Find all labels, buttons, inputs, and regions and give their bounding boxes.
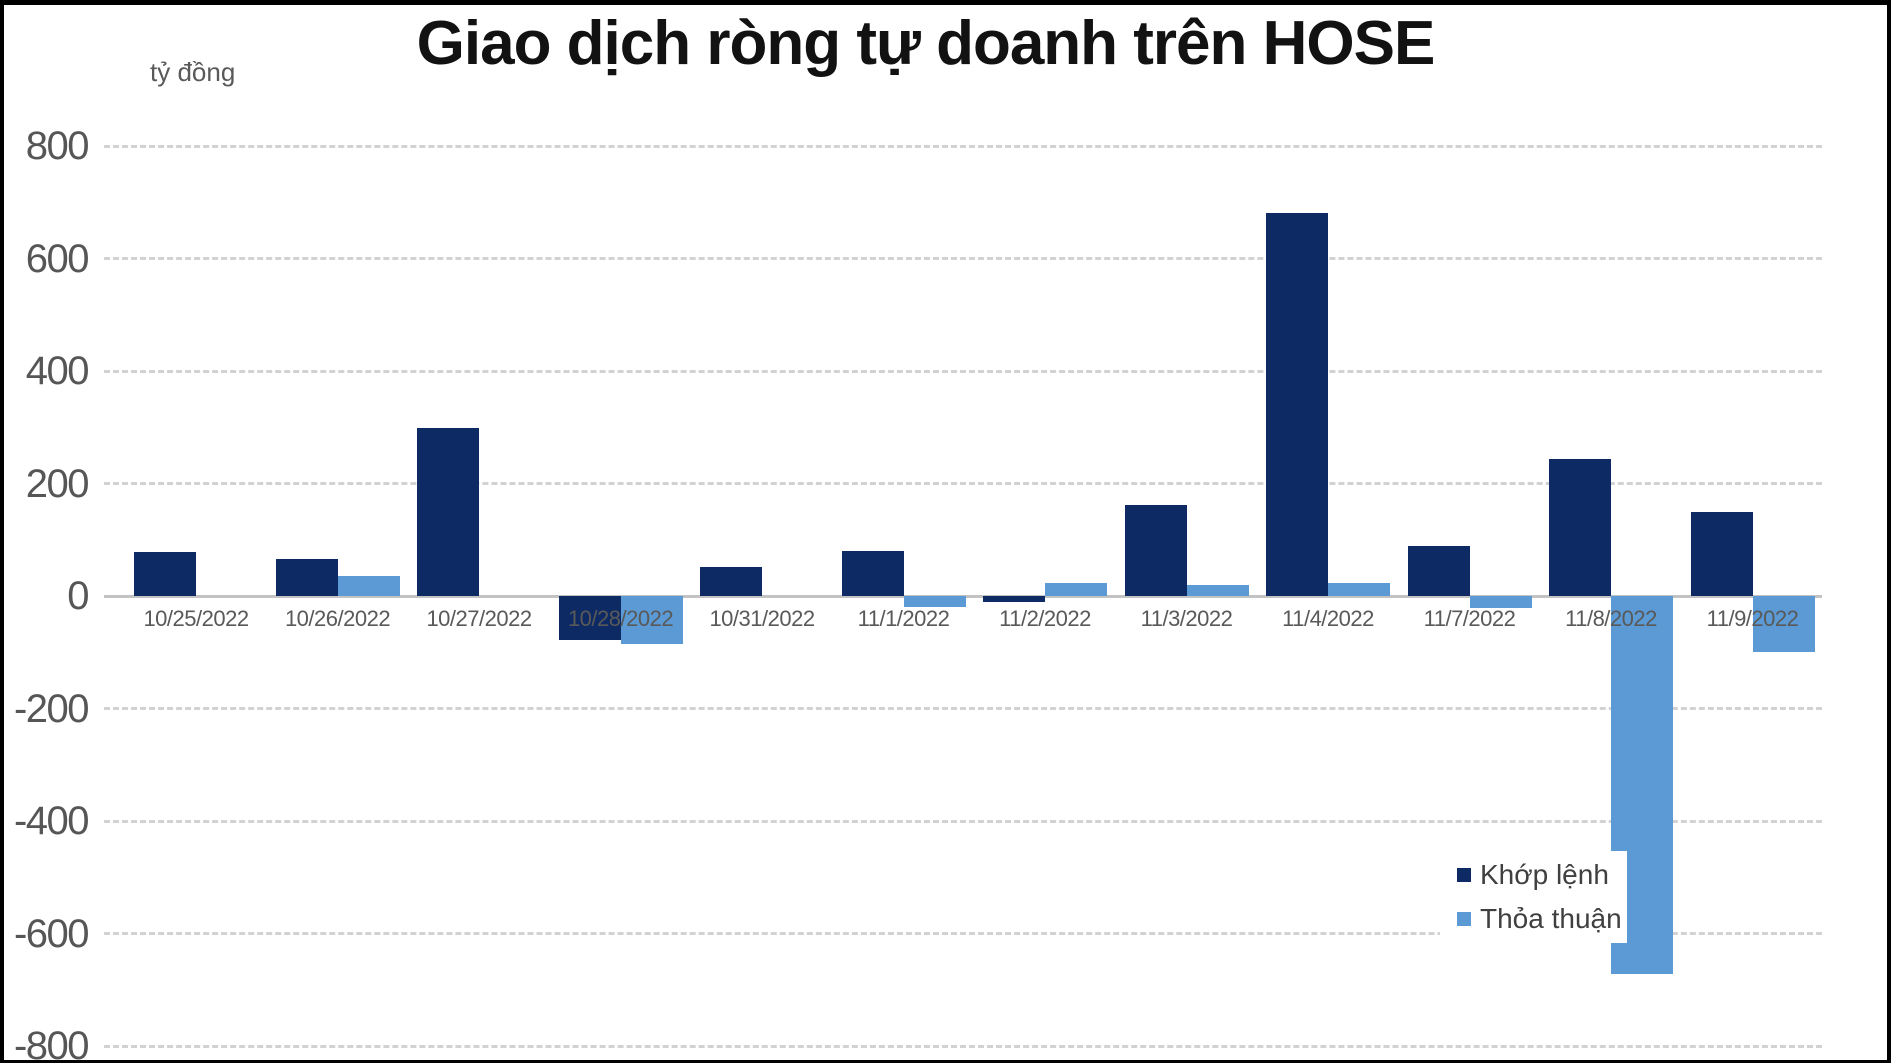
gridline-600 xyxy=(104,257,1822,260)
y-axis-tick-label--600: -600 xyxy=(13,911,90,956)
x-axis-label-6: 11/2/2022 xyxy=(999,606,1091,631)
bar-khop-lenh-11 xyxy=(1690,511,1753,596)
y-axis-tick-label--400: -400 xyxy=(13,799,90,843)
y-axis-tick-label-800: 800 xyxy=(25,124,90,168)
gridline-400 xyxy=(104,369,1822,373)
legend-entry-thoa-thuan: Thỏa thuận xyxy=(1457,904,1627,934)
bar-khop-lenh-8 xyxy=(1266,212,1328,596)
x-axis-label-2: 10/27/2022 xyxy=(426,606,532,631)
legend-swatch-thoa-thuan-icon xyxy=(1457,912,1471,926)
x-axis-label-11: 11/9/2022 xyxy=(1706,606,1799,631)
chart-legend: Khớp lệnh Thỏa thuận xyxy=(1440,851,1627,943)
bar-thoa-thuan-11 xyxy=(1752,596,1815,653)
x-axis-label-1: 10/26/2022 xyxy=(284,606,391,631)
gridline-800 xyxy=(104,144,1822,148)
bar-khop-lenh-7 xyxy=(1124,505,1187,596)
bar-khop-lenh-1 xyxy=(275,559,338,596)
screen-border-left xyxy=(0,0,4,1063)
x-axis-label-10: 11/8/2022 xyxy=(1565,606,1657,631)
legend-swatch-khop-lenh-icon xyxy=(1457,868,1471,882)
x-axis-label-5: 11/1/2022 xyxy=(857,606,950,631)
bar-thoa-thuan-6 xyxy=(1045,583,1107,596)
x-axis-label-4: 10/31/2022 xyxy=(709,606,815,631)
screen-border-right xyxy=(1887,0,1891,1063)
y-axis-tick-label-0: 0 xyxy=(67,574,89,618)
gridline-200 xyxy=(104,482,1822,485)
y-axis-tick-label--800: -800 xyxy=(13,1024,90,1063)
legend-label-khop-lenh: Khớp lệnh xyxy=(1480,859,1609,890)
bar-thoa-thuan-9 xyxy=(1469,596,1532,608)
bar-khop-lenh-10 xyxy=(1549,458,1611,596)
bar-khop-lenh-6 xyxy=(983,596,1045,602)
y-axis-tick-label-200: 200 xyxy=(25,461,90,506)
bar-khop-lenh-5 xyxy=(841,551,904,596)
legend-entry-khop-lenh: Khớp lệnh xyxy=(1457,860,1627,890)
bar-khop-lenh-9 xyxy=(1407,545,1470,596)
bar-thoa-thuan-1 xyxy=(337,575,400,596)
bar-khop-lenh-0 xyxy=(134,552,196,596)
gridline--600 xyxy=(104,932,1822,935)
screen-border-top xyxy=(0,0,1891,5)
bar-thoa-thuan-5 xyxy=(903,596,966,608)
screen-border-bottom xyxy=(0,1060,1891,1063)
gridline--800 xyxy=(104,1044,1822,1048)
gridline--200 xyxy=(104,707,1822,710)
bar-khop-lenh-3 xyxy=(558,596,621,640)
legend-label-thoa-thuan: Thỏa thuận xyxy=(1480,903,1622,934)
y-axis-tick-label--200: -200 xyxy=(13,686,90,731)
y-axis-tick-label-600: 600 xyxy=(25,236,90,281)
x-axis-label-7: 11/3/2022 xyxy=(1140,606,1233,631)
bar-khop-lenh-4 xyxy=(700,567,762,596)
bar-thoa-thuan-8 xyxy=(1328,582,1390,596)
y-axis-tick-label-400: 400 xyxy=(25,349,90,393)
x-axis-label-8: 11/4/2022 xyxy=(1282,606,1374,631)
x-axis-label-0: 10/25/2022 xyxy=(143,606,249,631)
x-axis-label-3: 10/28/2022 xyxy=(567,606,674,631)
chart-title: Giao dịch ròng tự doanh trên HOSE xyxy=(416,9,1436,78)
y-axis-unit-label: tỷ đồng xyxy=(150,57,236,87)
x-axis-label-9: 11/7/2022 xyxy=(1423,606,1516,631)
bar-khop-lenh-2 xyxy=(417,428,479,596)
bar-thoa-thuan-7 xyxy=(1186,585,1249,596)
gridline--400 xyxy=(104,819,1822,823)
bar-thoa-thuan-3 xyxy=(620,596,683,644)
